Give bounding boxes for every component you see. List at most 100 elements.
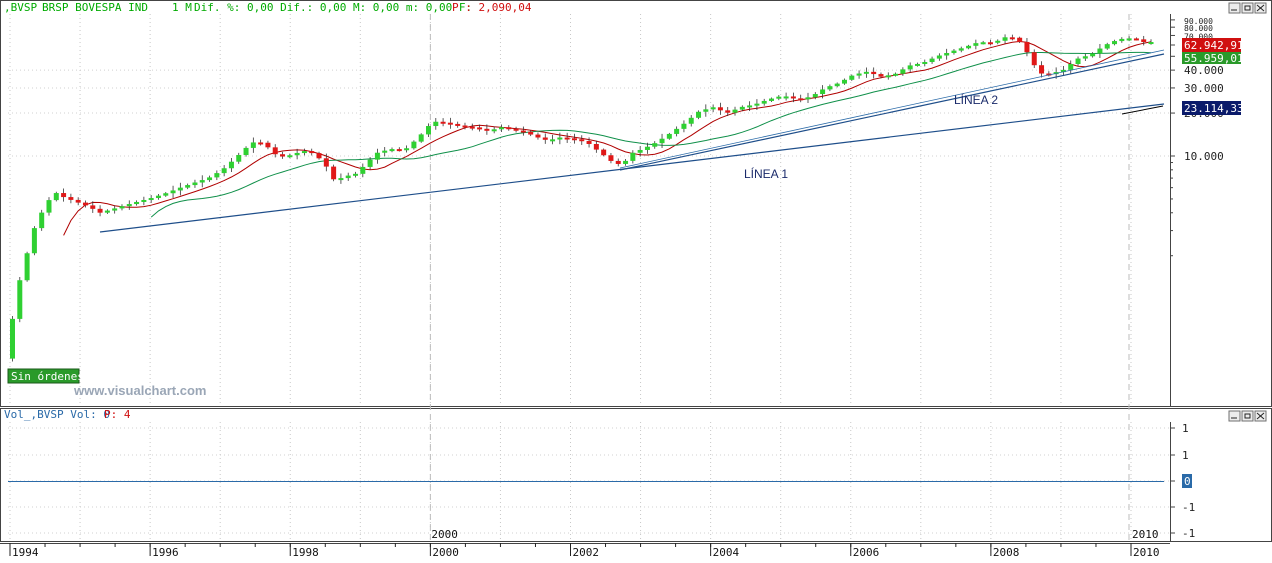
candle[interactable] [433,121,439,127]
candle[interactable] [31,228,37,254]
candle[interactable] [987,42,993,45]
candle[interactable] [973,43,979,46]
candle[interactable] [440,121,446,124]
minimize-icon[interactable] [1228,2,1241,14]
close-icon[interactable] [1254,2,1267,14]
sin-ordenes-badge[interactable]: Sin órdenes [7,368,84,384]
candle[interactable] [134,201,140,205]
restore-icon[interactable] [1241,2,1254,14]
candle[interactable] [550,139,556,142]
close-icon[interactable] [1254,410,1267,422]
candle[interactable] [1039,65,1045,74]
candle[interactable] [798,98,804,101]
candle[interactable] [418,134,424,142]
candle[interactable] [747,105,753,108]
candle[interactable] [90,205,96,209]
candle[interactable] [1141,39,1147,43]
candle[interactable] [980,42,986,45]
candle[interactable] [849,75,855,80]
candle[interactable] [1097,48,1103,54]
candle[interactable] [907,65,913,70]
candle[interactable] [345,175,351,179]
candle[interactable] [1126,38,1132,41]
candle[interactable] [637,149,643,153]
candle[interactable] [644,146,650,150]
candle[interactable] [1119,38,1125,42]
candle[interactable] [141,199,147,202]
candle[interactable] [1024,41,1030,53]
candle[interactable] [243,147,249,155]
candle[interactable] [82,202,88,206]
candle[interactable] [462,125,468,128]
candle[interactable] [126,204,132,207]
candle[interactable] [630,152,636,161]
candle[interactable] [520,130,526,133]
candle[interactable] [228,161,234,169]
candle[interactable] [1148,42,1154,45]
candle[interactable] [674,128,680,134]
candle[interactable] [498,127,504,130]
candle[interactable] [761,100,767,104]
candle[interactable] [936,55,942,59]
candle[interactable] [1068,64,1074,70]
candle[interactable] [155,195,161,199]
candle[interactable] [10,318,15,359]
candle[interactable] [455,123,461,126]
candle[interactable] [1112,41,1118,45]
candle[interactable] [1075,58,1081,65]
candle[interactable] [579,139,585,142]
candle[interactable] [1046,73,1052,76]
candle[interactable] [863,71,869,74]
candle[interactable] [841,79,847,84]
candle[interactable] [185,185,191,188]
minimize-icon[interactable] [1228,410,1241,422]
candle[interactable] [360,166,366,174]
candle[interactable] [696,111,702,118]
candle[interactable] [564,137,570,140]
candle[interactable] [148,198,154,201]
candles[interactable] [10,34,1154,362]
candle[interactable] [652,143,658,147]
candle[interactable] [331,166,337,180]
candle[interactable] [272,147,278,155]
candle[interactable] [24,253,30,281]
candle[interactable] [623,160,629,164]
candle[interactable] [929,58,935,63]
candle[interactable] [250,142,256,148]
candle[interactable] [593,143,599,150]
candle[interactable] [396,149,402,152]
candle[interactable] [265,142,271,148]
candle[interactable] [280,154,286,157]
candle[interactable] [506,127,512,130]
candle[interactable] [557,137,563,140]
candle[interactable] [754,103,760,106]
candle[interactable] [966,45,972,49]
candle[interactable] [316,153,322,159]
candle[interactable] [163,193,169,196]
candle[interactable] [469,126,475,129]
candle[interactable] [367,159,373,167]
candle[interactable] [177,187,183,191]
candle[interactable] [119,206,125,209]
candle[interactable] [513,128,519,131]
candle[interactable] [571,138,577,141]
candle[interactable] [769,98,775,101]
candle[interactable] [1060,69,1066,73]
trendline-2[interactable] [619,53,1165,171]
moving-average-slow[interactable] [150,51,1152,218]
candle[interactable] [491,129,497,132]
candle[interactable] [411,141,417,149]
candle[interactable] [725,110,731,113]
candle[interactable] [46,200,52,213]
candle[interactable] [528,131,534,135]
candle[interactable] [477,127,483,130]
candle[interactable] [790,96,796,99]
candle[interactable] [586,140,592,144]
candle[interactable] [805,97,811,100]
candle[interactable] [717,107,723,111]
candle[interactable] [1082,56,1088,59]
candle[interactable] [542,137,548,140]
candle[interactable] [1133,38,1139,41]
candle[interactable] [447,122,453,125]
candle[interactable] [776,96,782,99]
